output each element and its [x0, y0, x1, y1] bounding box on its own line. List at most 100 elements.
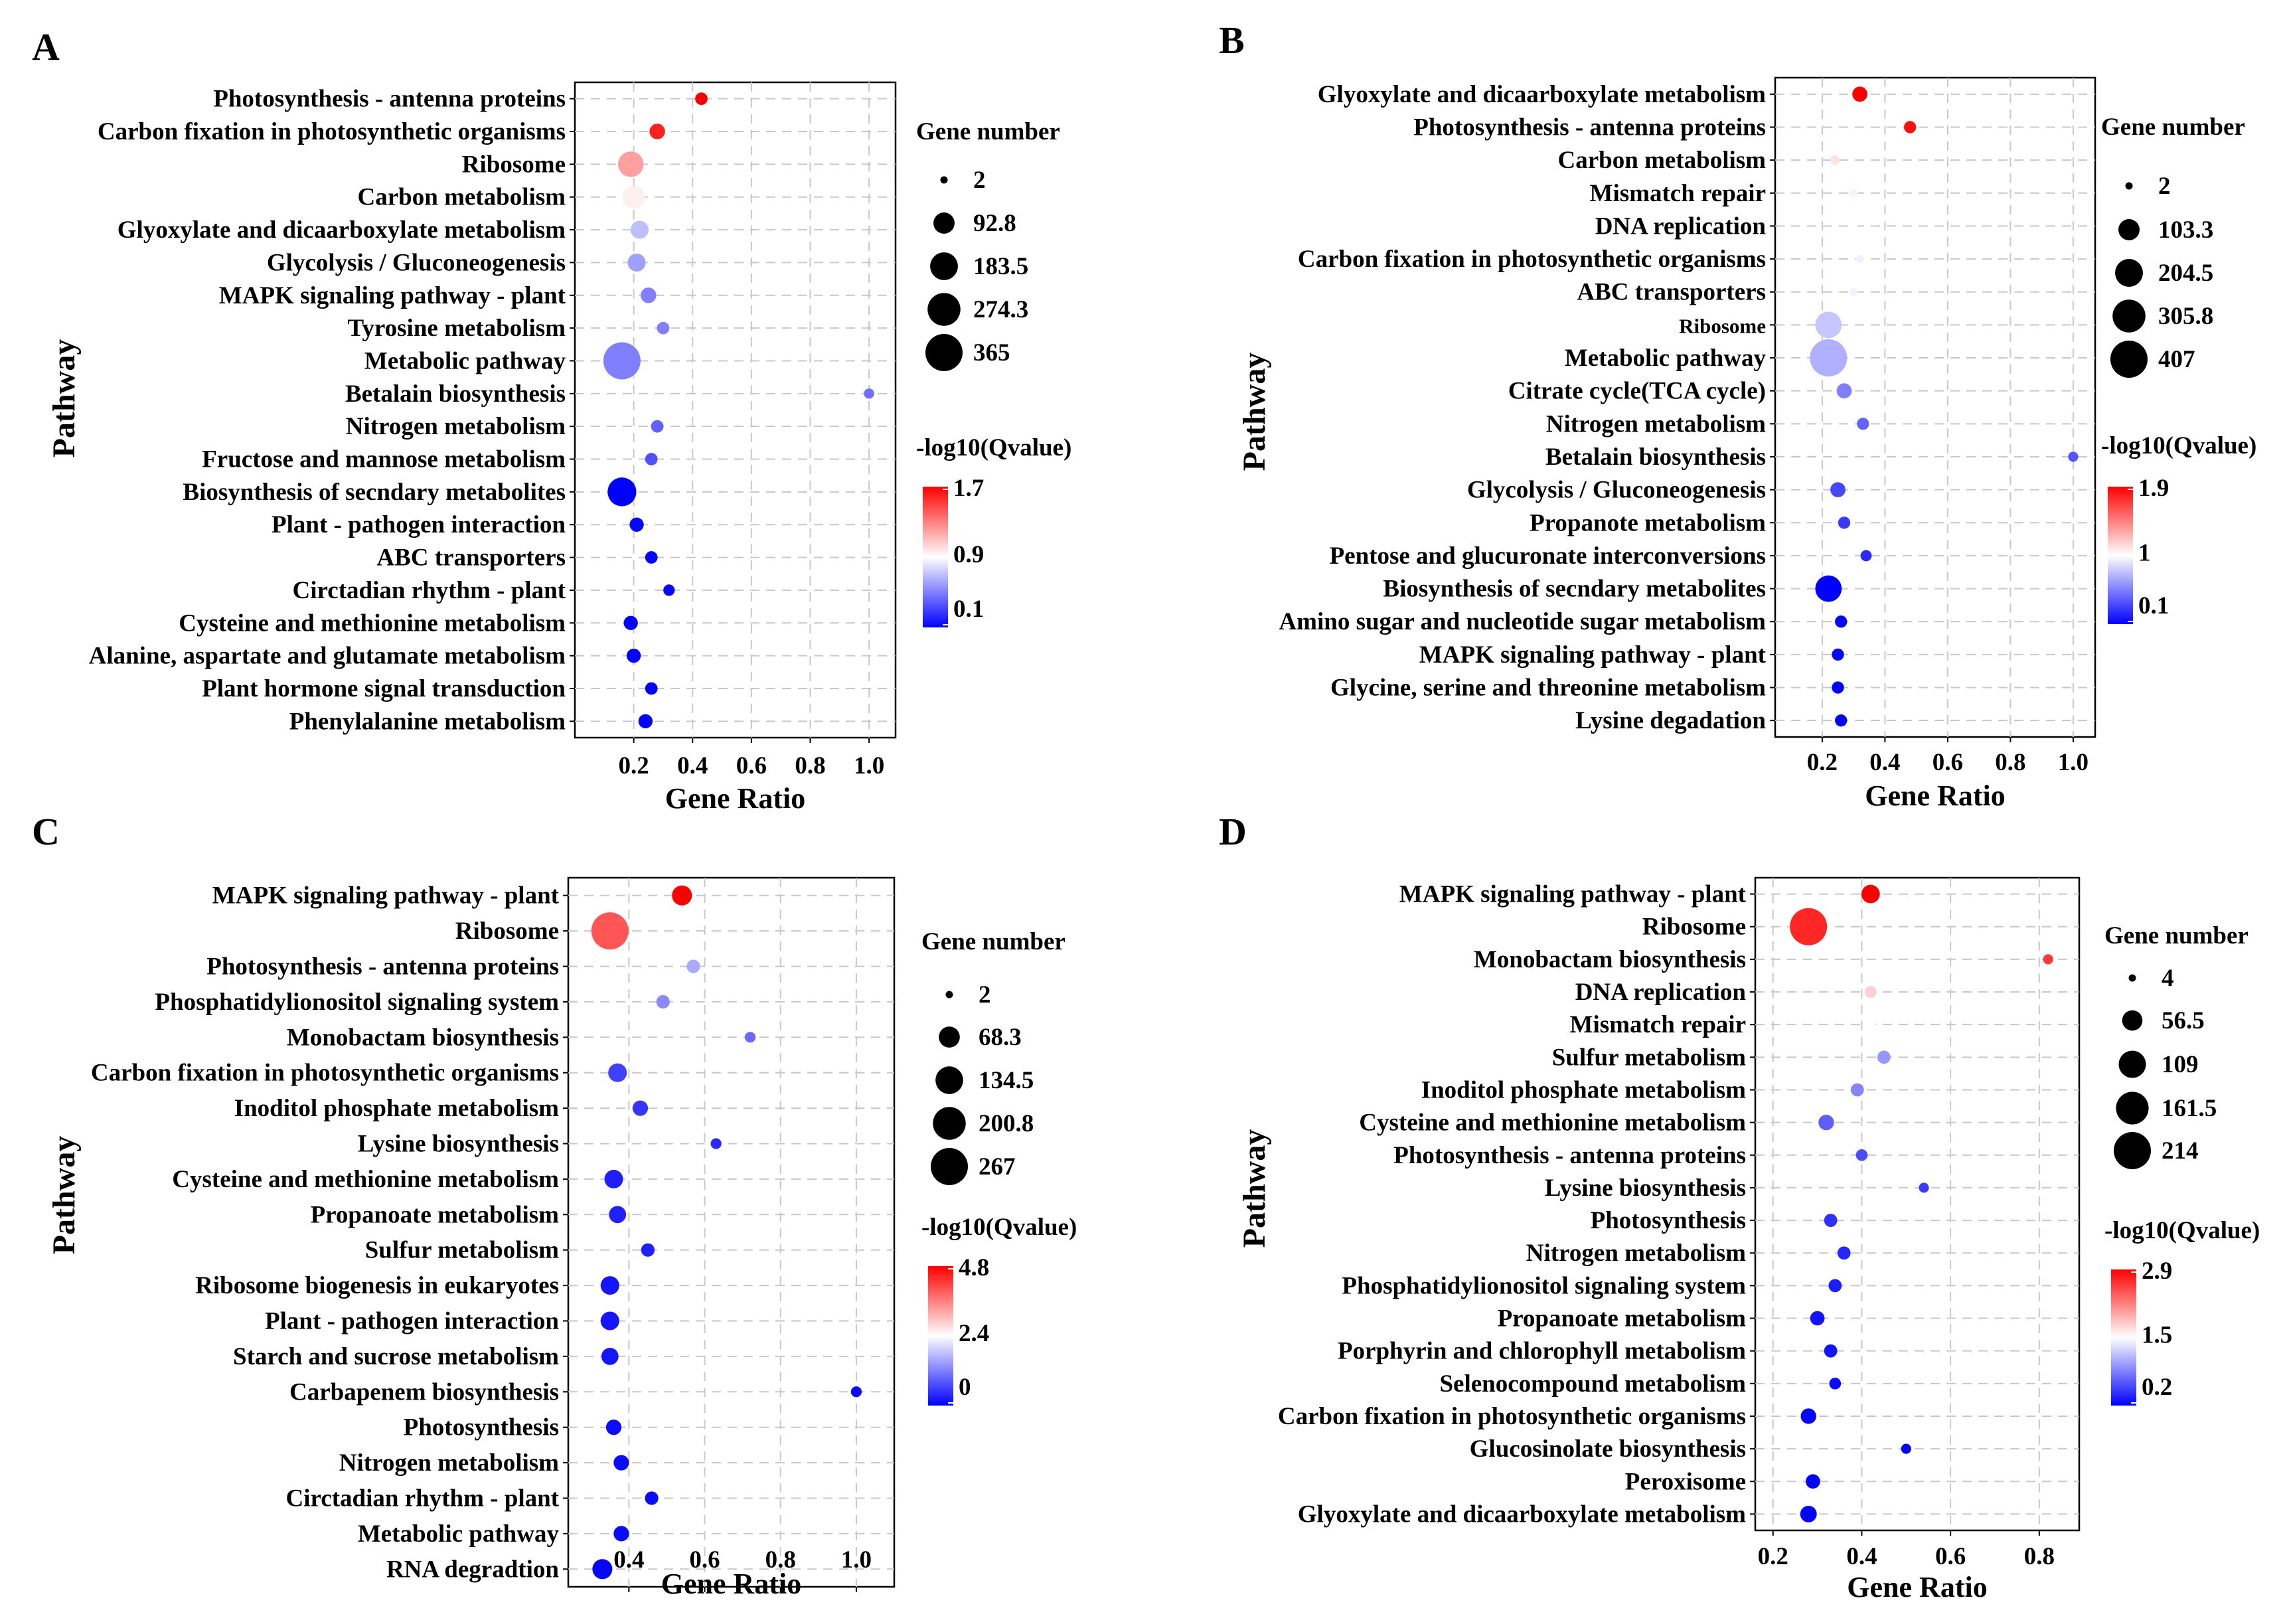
data-point[interactable] — [1864, 986, 1877, 998]
data-point[interactable] — [1830, 482, 1846, 498]
data-point[interactable] — [1855, 1149, 1868, 1161]
pathway-label: Propanoate metabolism — [1498, 1305, 1747, 1333]
data-point[interactable] — [609, 1206, 627, 1224]
data-point[interactable] — [672, 885, 692, 906]
data-point[interactable] — [1861, 884, 1880, 904]
x-axis-title: Gene Ratio — [661, 1568, 801, 1600]
size-legend-label: 214 — [2162, 1137, 2199, 1165]
data-point[interactable] — [1830, 155, 1840, 165]
data-point[interactable] — [1790, 908, 1828, 945]
size-legend-label: 183.5 — [973, 253, 1028, 280]
data-point[interactable] — [1877, 1050, 1891, 1064]
data-point[interactable] — [1800, 1408, 1816, 1424]
pathway-label: Selenocompound metabolism — [1439, 1370, 1746, 1398]
data-point[interactable] — [1832, 681, 1844, 694]
data-point[interactable] — [601, 1347, 619, 1365]
data-point[interactable] — [1836, 383, 1852, 399]
data-point[interactable] — [1832, 648, 1844, 661]
data-point[interactable] — [1919, 1182, 1929, 1193]
data-point[interactable] — [1824, 1214, 1838, 1227]
data-point[interactable] — [617, 151, 644, 177]
data-point[interactable] — [1800, 1505, 1817, 1522]
size-legend-dot — [2112, 299, 2146, 333]
data-point[interactable] — [1815, 311, 1842, 339]
data-point[interactable] — [1810, 1311, 1825, 1326]
data-point[interactable] — [1837, 1246, 1851, 1260]
data-point[interactable] — [1815, 575, 1842, 602]
data-point[interactable] — [607, 477, 637, 507]
data-point[interactable] — [603, 342, 641, 380]
panel-b: B Glyoxylate and dicaarboxylate metabolis… — [1219, 19, 2256, 812]
pathway-label: Circtadian rhythm - plant — [293, 577, 566, 604]
data-point[interactable] — [657, 321, 670, 335]
data-point[interactable] — [864, 388, 874, 399]
data-point[interactable] — [1849, 189, 1858, 197]
x-tick-label: 0.2 — [618, 752, 649, 779]
pathway-label: Amino sugar and nucleotide sugar metabol… — [1279, 608, 1766, 635]
pathway-label: RNA degradtion — [386, 1556, 559, 1583]
data-point[interactable] — [663, 584, 675, 596]
data-point[interactable] — [1838, 517, 1851, 529]
data-point[interactable] — [850, 1386, 862, 1398]
data-point[interactable] — [1901, 1443, 1911, 1454]
data-point[interactable] — [645, 551, 658, 564]
data-point[interactable] — [613, 1455, 629, 1471]
data-point[interactable] — [645, 453, 658, 465]
size-legend-dot — [940, 176, 948, 184]
data-point[interactable] — [1865, 1020, 1875, 1030]
data-point[interactable] — [641, 287, 657, 303]
data-point[interactable] — [656, 995, 670, 1009]
data-point[interactable] — [638, 714, 653, 728]
data-point[interactable] — [1828, 1279, 1842, 1293]
data-point[interactable] — [627, 253, 646, 272]
data-point[interactable] — [622, 185, 645, 208]
data-point[interactable] — [623, 615, 638, 630]
data-point[interactable] — [592, 1559, 613, 1580]
data-point[interactable] — [744, 1032, 756, 1043]
data-point[interactable] — [1835, 714, 1848, 727]
data-point[interactable] — [645, 1491, 659, 1505]
data-point[interactable] — [632, 1100, 649, 1116]
data-point[interactable] — [2068, 451, 2079, 462]
data-point[interactable] — [1818, 1114, 1834, 1131]
data-point[interactable] — [1904, 121, 1917, 133]
pathway-label: Circtadian rhythm - plant — [286, 1485, 560, 1512]
data-point[interactable] — [2043, 954, 2053, 965]
data-point[interactable] — [608, 1063, 627, 1082]
data-point[interactable] — [686, 959, 700, 973]
data-point[interactable] — [604, 1169, 623, 1188]
data-point[interactable] — [641, 1243, 655, 1257]
data-point[interactable] — [1829, 1377, 1842, 1390]
data-point[interactable] — [605, 1420, 622, 1435]
data-point[interactable] — [1850, 1083, 1864, 1097]
data-point[interactable] — [1806, 1474, 1820, 1489]
size-legend-title: Gene number — [2104, 922, 2248, 949]
data-point[interactable] — [1857, 418, 1869, 430]
data-point[interactable] — [1860, 550, 1872, 562]
data-point[interactable] — [600, 1311, 619, 1331]
data-point[interactable] — [651, 420, 664, 433]
data-point[interactable] — [1810, 339, 1848, 377]
size-legend-dot — [2128, 974, 2136, 982]
data-point[interactable] — [600, 1276, 619, 1295]
pathway-label: Sulfur metabolism — [365, 1237, 559, 1264]
data-point[interactable] — [591, 912, 629, 950]
pathway-label: Lysine degadation — [1575, 707, 1766, 734]
data-point[interactable] — [1835, 615, 1848, 628]
data-point[interactable] — [1855, 254, 1864, 264]
data-point[interactable] — [1852, 86, 1867, 102]
x-tick-label: 0.4 — [1846, 1543, 1877, 1570]
data-point[interactable] — [630, 220, 649, 239]
data-point[interactable] — [613, 1526, 629, 1542]
data-point[interactable] — [626, 648, 641, 663]
size-legend-dot — [2110, 341, 2148, 378]
data-point[interactable] — [1849, 222, 1858, 230]
data-point[interactable] — [1849, 287, 1858, 296]
data-point[interactable] — [710, 1138, 722, 1149]
data-point[interactable] — [1824, 1344, 1838, 1358]
data-point[interactable] — [649, 123, 665, 139]
x-tick-label: 0.4 — [1869, 749, 1900, 776]
data-point[interactable] — [629, 517, 644, 532]
data-point[interactable] — [645, 682, 658, 695]
data-point[interactable] — [695, 92, 708, 106]
